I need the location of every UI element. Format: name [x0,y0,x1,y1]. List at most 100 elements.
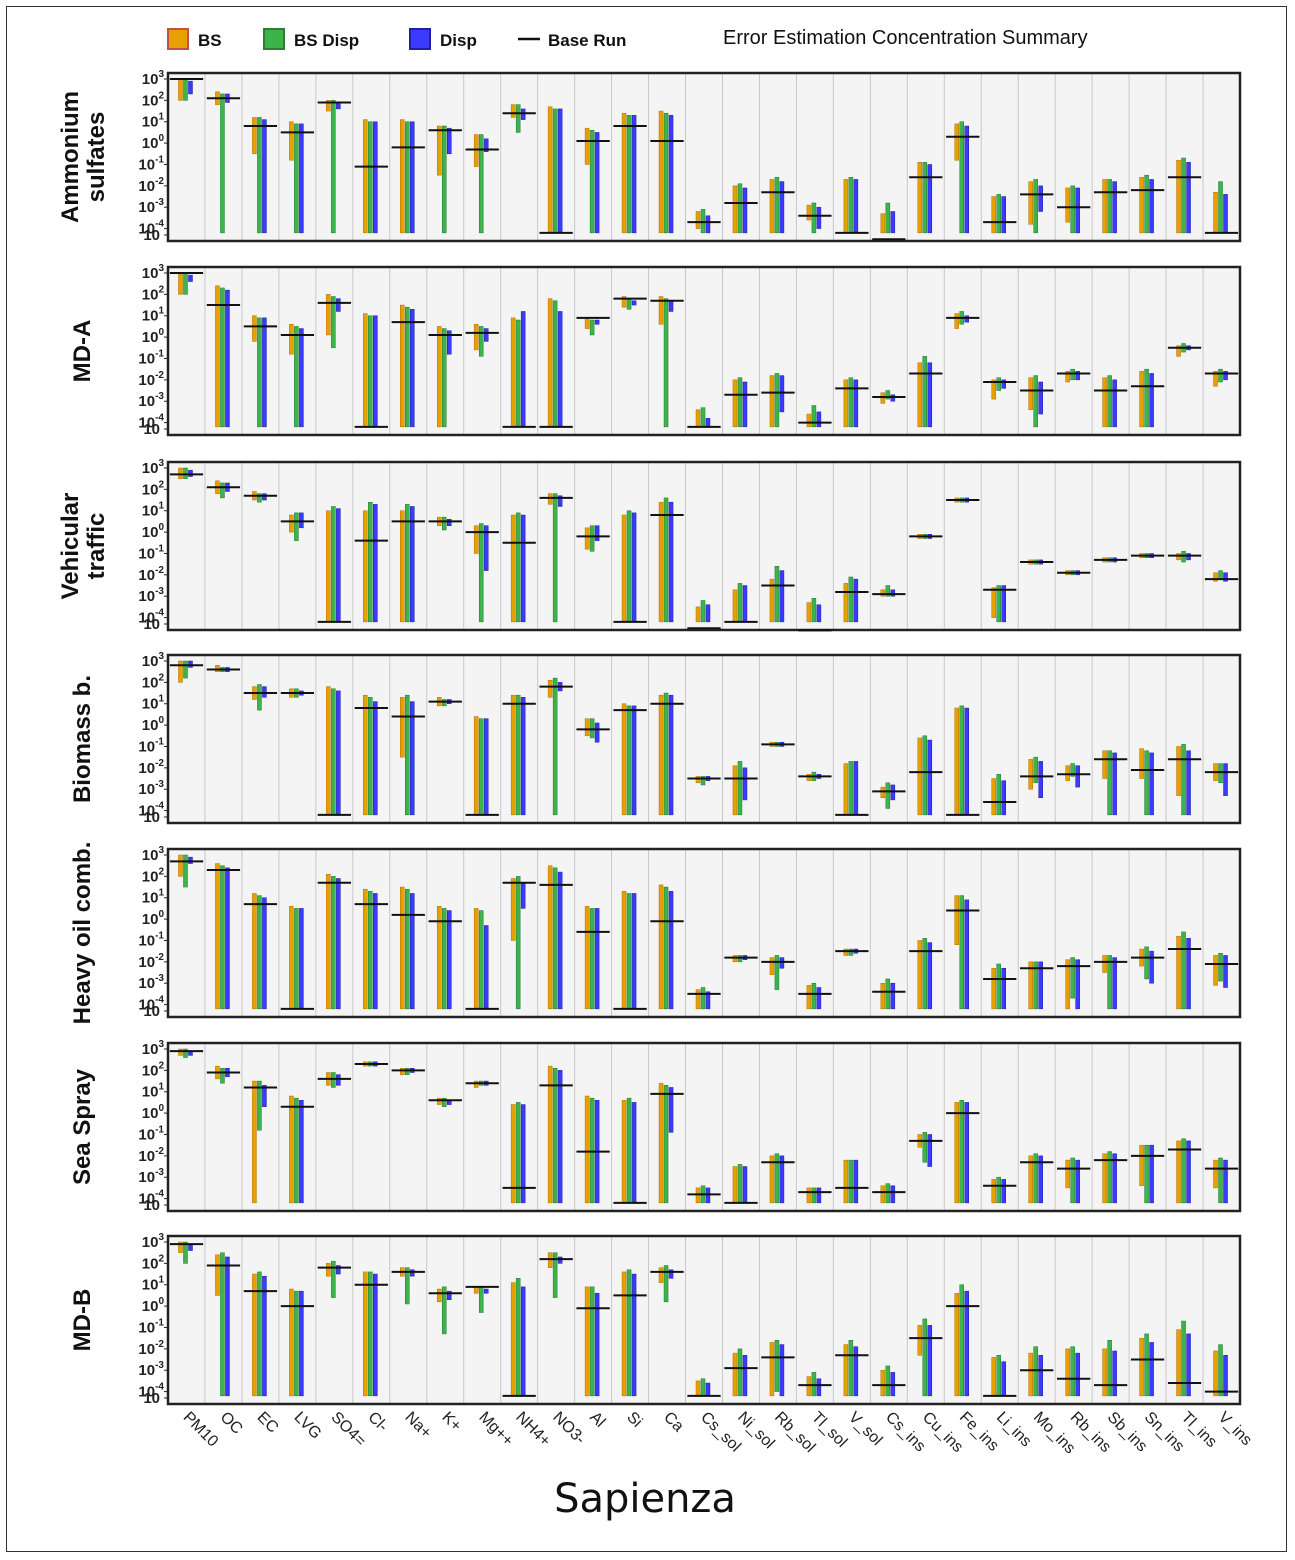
bar-bs_disp-SO4= [331,1260,336,1298]
bar-disp-NH4+ [520,108,526,120]
bar-bs-NH4+ [510,1282,516,1397]
bar-bs-PM10 [178,78,183,101]
bar-bs-LVG [289,324,294,355]
y-tick-label: 102 [142,866,165,885]
bar-disp-Tl_ins [1186,938,1191,1010]
bar-bs_disp-V_sol [848,761,854,816]
bar-bs_disp-Na+ [405,888,410,1010]
bar-bs-K+ [436,1097,442,1105]
bar-disp-Li_ins [1001,1179,1006,1204]
bar-disp-Si [631,300,637,306]
bar-disp-K+ [446,1290,452,1300]
bar-disp-Ca [668,501,674,623]
y-tick-label: 10 [143,1197,160,1214]
y-tick-label: 10-1 [138,1317,164,1336]
bar-disp-Cs_sol [705,991,711,1010]
bar-bs_disp-Mg++ [478,523,484,623]
y-tick-label: 101 [142,888,165,907]
bar-bs-Ca [658,694,664,816]
bar-disp-Tl_sol [816,206,822,229]
bar-bs-Sb_ins [1102,377,1107,428]
bar-bs_disp-EC [257,317,262,428]
bar-bs_disp-Cs_ins [885,390,891,400]
bar-bs-K+ [436,125,442,176]
y-tick-label: 10-2 [138,1146,164,1165]
bar-bs_disp-Cs_sol [700,987,706,1010]
bar-disp-V_ins [1223,572,1228,582]
bar-disp-Fe_ins [964,1102,970,1204]
bar-bs-Cu_ins [917,362,923,428]
bar-bs_disp-Cs_ins [885,202,891,234]
y-tick-label: 10-4 [138,219,164,238]
bar-bs-NH4+ [510,104,516,118]
bar-disp-V_sol [853,761,859,816]
x-tick-label: Cl- [364,1409,390,1435]
bar-disp-Al [594,525,600,541]
bar-bs-Sn_ins [1139,1337,1144,1397]
bar-bs-V_ins [1213,572,1218,582]
bar-bs_disp-Tl_ins [1181,157,1186,234]
bar-disp-Mo_ins [1038,1355,1043,1397]
bar-bs_disp-Na+ [405,306,410,428]
bar-bs-Tl_sol [806,1376,812,1397]
bar-bs-Ni_sol [732,955,738,963]
legend-swatch-0 [167,28,189,50]
bar-disp-Ni_sol [742,381,748,428]
bar-disp-Rb_sol [779,957,785,969]
bar-disp-Rb_ins [1075,1352,1080,1397]
bar-disp-Na+ [410,309,415,428]
x-tick-label: Sn_ins [1141,1409,1188,1456]
bar-disp-EC [262,119,267,234]
bar-disp-Sb_ins [1112,379,1117,428]
bar-disp-SO4= [336,1074,341,1086]
bar-bs-Cl- [363,694,368,816]
bar-bs-Cs_ins [880,589,886,597]
bar-disp-Rb_ins [1075,371,1080,381]
bar-bs-EC [252,315,257,342]
bar-disp-Rb_ins [1075,765,1080,788]
bar-bs_disp-NO3- [552,300,558,428]
bar-disp-NH4+ [520,697,526,816]
bar-disp-Ca [668,300,674,312]
panel-label: sulfates [83,112,110,203]
y-tick-label: 10-1 [138,154,164,173]
bar-bs_disp-K+ [441,1097,447,1107]
bar-bs-Tl_sol [806,985,812,1010]
bar-bs_disp-Cu_ins [922,735,928,816]
bar-disp-Fe_ins [964,899,970,1010]
bar-bs-Rb_sol [769,179,775,234]
bar-bs_disp-Li_ins [996,1355,1001,1397]
legend-label-2: Disp [440,31,477,50]
bar-disp-Li_ins [1001,585,1006,623]
bar-disp-Mo_ins [1038,381,1043,415]
bar-bs_disp-Sb_ins [1107,1340,1112,1397]
bar-bs_disp-Tl_ins [1181,931,1186,1010]
bar-disp-Ni_sol [742,767,748,801]
bar-disp-Cs_ins [890,1185,896,1204]
bar-bs_disp-Fe_ins [959,1284,965,1397]
bar-disp-PM10 [188,80,193,95]
panel-5: 103 102 101 100 10-1 10-2 10-3 10-410 Sea Spray [69,1039,1242,1214]
bar-disp-Cs_ins [890,784,896,801]
bar-bs-Si [621,514,627,623]
bar-bs-NO3- [547,1252,553,1268]
bar-disp-Rb_ins [1075,187,1080,234]
y-tick-label: 10-1 [138,736,164,755]
bar-bs-Ni_sol [732,185,738,234]
bar-disp-Sb_ins [1112,1350,1117,1397]
bar-disp-Cu_ins [927,164,933,234]
bar-bs_disp-Tl_sol [811,405,817,428]
bar-disp-Na+ [410,506,415,623]
bar-bs-Li_ins [991,1357,996,1397]
panel-frame [166,460,1242,632]
bar-disp-Ni_sol [742,585,748,623]
y-tick-label: 10-3 [138,391,164,410]
bar-bs-K+ [436,1288,442,1303]
y-tick-label: 103 [142,263,165,282]
bar-bs_disp-NO3- [552,493,558,623]
bar-disp-Sb_ins [1112,181,1117,234]
bar-bs_disp-Li_ins [996,585,1001,623]
y-tick-label: 101 [142,501,165,520]
bar-bs-NH4+ [510,317,516,428]
x-tick-label: PM10 [180,1409,222,1451]
